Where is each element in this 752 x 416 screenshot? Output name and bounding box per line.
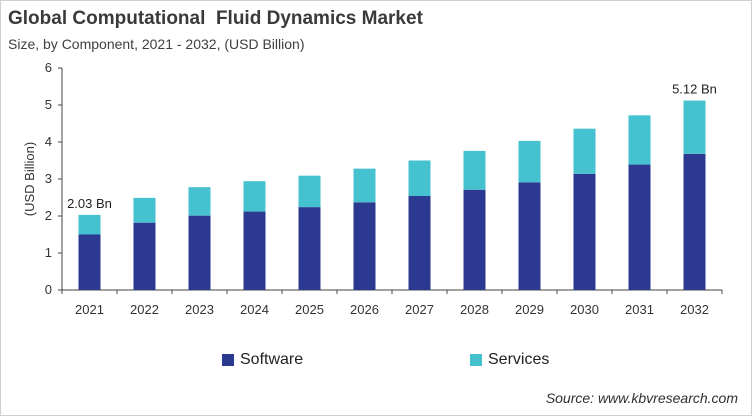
- bar-services-2021: [78, 214, 101, 235]
- y-tick-label: 6: [45, 60, 52, 75]
- x-tick-label-2024: 2024: [240, 302, 269, 317]
- bar-software-2026: [353, 202, 376, 290]
- legend-label-services: Services: [488, 351, 550, 368]
- bar-software-2032: [683, 153, 706, 290]
- legend-label-software: Software: [240, 351, 304, 368]
- bar-services-2028: [463, 150, 486, 190]
- x-tick-label-2026: 2026: [350, 302, 379, 317]
- y-tick-label: 5: [45, 97, 52, 112]
- y-tick-label: 3: [45, 171, 52, 186]
- bar-services-2024: [243, 181, 266, 212]
- x-tick-label-2023: 2023: [185, 302, 214, 317]
- bar-software-2028: [463, 189, 486, 290]
- legend-item-services: Services: [470, 350, 549, 370]
- legend-swatch-software: [222, 354, 234, 366]
- bar-services-2032: [683, 100, 706, 154]
- source-note: Source: www.kbvresearch.com: [545, 390, 738, 406]
- x-tick-label-2028: 2028: [460, 302, 489, 317]
- chart-subtitle: Size, by Component, 2021 - 2032, (USD Bi…: [8, 36, 305, 52]
- y-tick-label: 2: [45, 208, 52, 223]
- bar-services-2029: [518, 140, 541, 183]
- y-axis-label: (USD Billion): [22, 142, 37, 216]
- bar-services-2023: [188, 187, 211, 216]
- bar-software-2022: [133, 222, 156, 290]
- bar-software-2027: [408, 196, 431, 290]
- y-tick-label: 4: [45, 134, 52, 149]
- bar-software-2023: [188, 215, 211, 290]
- bar-services-2025: [298, 175, 321, 208]
- x-tick-label-2032: 2032: [680, 302, 709, 317]
- x-tick-label-2029: 2029: [515, 302, 544, 317]
- y-tick-label: 0: [45, 282, 52, 297]
- x-tick-label-2027: 2027: [405, 302, 434, 317]
- bar-software-2030: [573, 173, 596, 290]
- bar-software-2025: [298, 207, 321, 290]
- x-tick-label-2021: 2021: [75, 302, 104, 317]
- legend-item-software: Software: [222, 350, 303, 370]
- bar-services-2030: [573, 128, 596, 174]
- x-tick-label-2025: 2025: [295, 302, 324, 317]
- legend-swatch-services: [470, 354, 482, 366]
- x-tick-label-2031: 2031: [625, 302, 654, 317]
- bar-software-2021: [78, 234, 101, 290]
- data-label-2021: 2.03 Bn: [67, 196, 112, 211]
- data-label-2032: 5.12 Bn: [672, 82, 717, 97]
- x-tick-label-2022: 2022: [130, 302, 159, 317]
- bar-software-2031: [628, 164, 651, 290]
- bar-services-2027: [408, 160, 431, 197]
- bar-services-2022: [133, 197, 156, 223]
- chart-title: Global Computational Fluid Dynamics Mark…: [8, 8, 423, 29]
- x-tick-label-2030: 2030: [570, 302, 599, 317]
- bar-services-2031: [628, 115, 651, 165]
- bar-software-2024: [243, 211, 266, 290]
- bar-services-2026: [353, 168, 376, 203]
- bar-software-2029: [518, 182, 541, 290]
- y-tick-label: 1: [45, 245, 52, 260]
